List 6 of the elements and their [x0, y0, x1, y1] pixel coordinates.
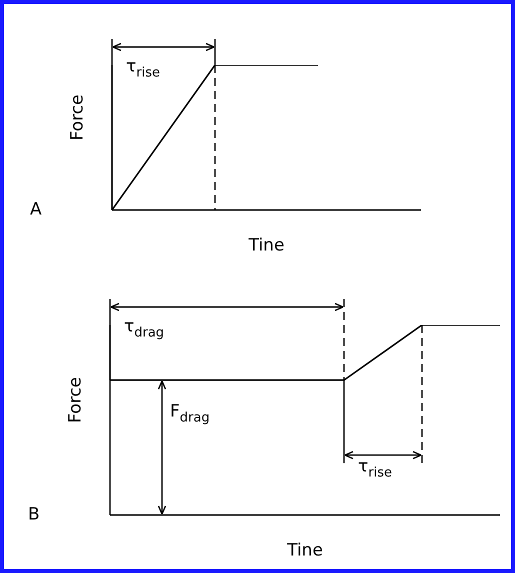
x-axis-title: Tine [286, 540, 323, 560]
y-axis-title: Force [65, 376, 86, 423]
text: B [28, 504, 40, 524]
text: A [30, 199, 42, 220]
x-axis-title: Tine [248, 235, 284, 256]
y-axis-title: Force [67, 94, 88, 140]
